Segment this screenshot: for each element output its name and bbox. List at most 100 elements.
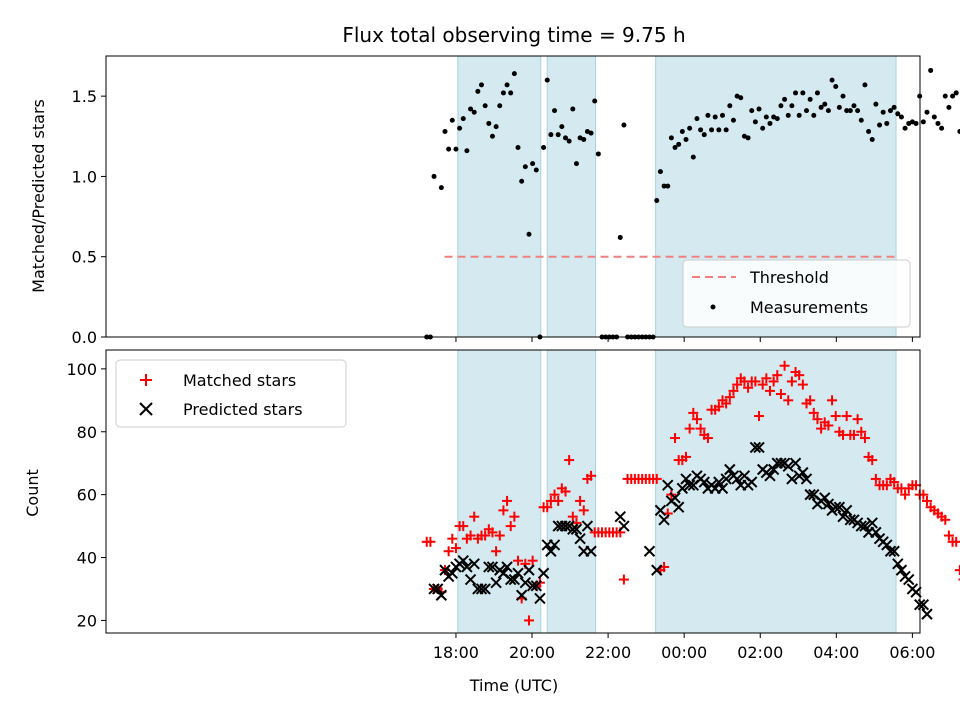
predicted-star-point-b <box>716 482 729 495</box>
matched-star-point <box>768 376 779 387</box>
matched-star-point <box>921 495 932 506</box>
measurement-point <box>508 90 514 96</box>
matched-star-point <box>848 429 859 440</box>
predicted-star-point-b <box>698 476 710 488</box>
measurement-point <box>588 130 594 136</box>
measurement-point <box>661 183 667 189</box>
matched-star-point <box>618 574 629 585</box>
measurement-point <box>803 108 809 114</box>
measurement-point <box>855 108 861 114</box>
bottom-y-axis-label: Count <box>23 469 42 517</box>
predicted-star-point-b <box>895 564 908 576</box>
measurement-point <box>595 151 601 157</box>
measurement-point <box>541 145 547 151</box>
predicted-star-point <box>534 592 546 605</box>
matched-star-point <box>575 495 586 506</box>
predicted-star-point <box>800 473 813 485</box>
predicted-star-point <box>731 473 743 485</box>
predicted-star-point-b <box>658 514 670 526</box>
measurement-point <box>814 90 820 96</box>
matched-star-point <box>783 395 794 406</box>
predicted-star-point <box>618 520 630 532</box>
measurement-point <box>654 198 660 204</box>
measurement-point <box>548 132 554 138</box>
measurement-point <box>709 127 715 133</box>
predicted-star-point-b <box>797 466 809 479</box>
predicted-star-point-b <box>921 608 933 620</box>
predicted-star-point <box>537 567 550 579</box>
measurement-point <box>592 98 598 104</box>
measurement-point <box>479 82 485 88</box>
predicted-star-point <box>833 501 846 513</box>
measurement-point <box>756 106 762 112</box>
matched-star-point <box>509 511 520 522</box>
predicted-star-point-b <box>910 586 922 598</box>
matched-star-point <box>527 555 538 566</box>
measurement-point <box>931 114 937 120</box>
y-tick-label: 20 <box>77 611 97 630</box>
measurement-point <box>851 103 857 109</box>
predicted-star-point-b <box>479 583 491 595</box>
measurement-point <box>760 125 766 131</box>
matched-star-point <box>586 470 597 481</box>
matched-star-point <box>680 451 691 462</box>
measurement-point <box>690 154 696 160</box>
measurement-point <box>712 114 718 120</box>
predicted-star-point-b <box>497 567 510 579</box>
predicted-star-point-b <box>724 463 736 476</box>
observing-window-3 <box>655 349 897 634</box>
predicted-star-point <box>830 501 842 513</box>
predicted-star-point <box>746 476 758 488</box>
predicted-star-point <box>698 476 710 488</box>
predicted-star-point <box>676 482 689 495</box>
bottom-axes-frame <box>105 349 921 634</box>
matched-star-point <box>805 395 816 406</box>
legend-measurements-label: Measurements <box>750 298 868 317</box>
predicted-star-point <box>545 545 557 557</box>
matched-star-point <box>695 423 706 434</box>
predicted-star-point-b <box>746 476 758 488</box>
measurement-point <box>928 67 934 73</box>
y-tick-label: 0.0 <box>72 328 97 347</box>
predicted-star-point <box>574 532 586 545</box>
measurement-point <box>880 109 886 115</box>
predicted-star-point <box>870 526 882 539</box>
measurement-point <box>716 127 722 133</box>
matched-star-point <box>425 536 436 547</box>
predicted-star-point <box>468 558 480 570</box>
measurement-point <box>668 135 674 141</box>
legend-threshold-label: Threshold <box>749 268 829 287</box>
predicted-star-point <box>523 564 535 576</box>
predicted-star-point <box>614 510 626 523</box>
matched-star-point <box>881 480 892 491</box>
matched-star-point <box>816 423 827 434</box>
measurement-point <box>946 104 952 110</box>
predicted-star-point <box>903 573 915 586</box>
legend-predicted-label: Predicted stars <box>183 400 303 419</box>
predicted-star-point <box>895 564 908 576</box>
predicted-star-point-b <box>526 580 539 592</box>
matched-star-point <box>447 533 458 544</box>
matched-star-point <box>491 546 502 557</box>
matched-star-point <box>750 376 761 387</box>
top-legend-box <box>682 259 911 328</box>
predicted-star-point <box>508 573 521 586</box>
measurement-point <box>566 138 572 144</box>
observing-window-2 <box>546 55 597 338</box>
predicted-star-point-b <box>570 523 583 535</box>
predicted-star-point <box>716 482 729 495</box>
predicted-star-point-b <box>749 441 762 454</box>
predicted-star-point-b <box>859 520 871 532</box>
predicted-star-point-b <box>545 545 557 557</box>
measurement-point <box>519 178 525 184</box>
matched-star-point <box>852 414 863 425</box>
matched-star-point <box>794 370 805 381</box>
predicted-star-point <box>581 520 594 532</box>
matched-star-point <box>494 530 505 541</box>
measurement-point <box>807 96 813 102</box>
predicted-star-point-b <box>881 539 893 551</box>
predicted-star-point-b <box>786 473 798 485</box>
measurement-point <box>562 135 568 141</box>
measurement-point <box>701 132 707 138</box>
predicted-star-point-b <box>800 473 813 485</box>
